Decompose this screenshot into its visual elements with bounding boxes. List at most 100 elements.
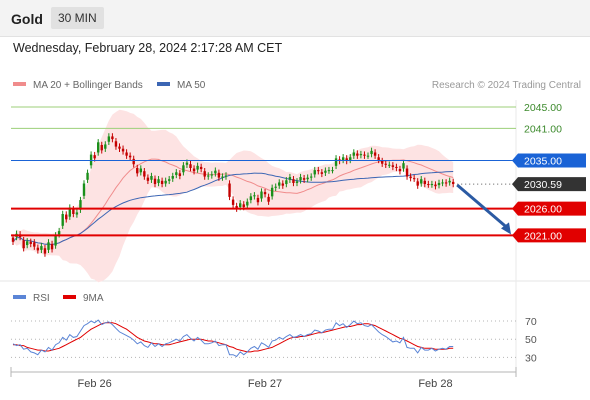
candle-body: [427, 184, 430, 186]
candle-body: [363, 154, 366, 156]
candle-body: [114, 141, 118, 147]
candle-body: [189, 164, 192, 168]
current-price-tag: [512, 177, 586, 192]
candle-body: [352, 152, 355, 156]
candle-body: [452, 181, 455, 185]
candle-body: [345, 158, 348, 162]
candle-body: [285, 180, 288, 185]
candle-body: [405, 168, 409, 177]
candle-body: [50, 243, 54, 250]
candle-body: [310, 176, 313, 178]
candle-body: [26, 241, 29, 246]
candle-body: [324, 170, 327, 173]
candle-body: [317, 170, 320, 172]
projection-arrowhead: [501, 222, 511, 235]
candle-body: [40, 246, 43, 250]
candle-body: [125, 152, 128, 156]
candle-body: [274, 186, 277, 188]
candle-body: [295, 181, 299, 183]
candle-body: [331, 170, 334, 172]
candle-body: [430, 184, 434, 186]
candle-body: [89, 154, 93, 166]
candle-body: [263, 192, 267, 195]
legend-ma20: MA 20 + Bollinger Bands: [13, 80, 143, 91]
legend-rsi-label: RSI: [33, 293, 50, 304]
candle-body: [242, 204, 245, 208]
candle-body: [107, 136, 111, 142]
candle-body: [86, 172, 89, 180]
candle-body: [132, 158, 135, 165]
candle-body: [434, 184, 437, 187]
candle-body: [54, 235, 57, 246]
support-level-tag: [512, 201, 586, 216]
ma50-swatch: [157, 82, 170, 87]
candle-body: [420, 179, 423, 184]
legend-ma20-label: MA 20 + Bollinger Bands: [33, 80, 143, 91]
candle-body: [171, 176, 174, 179]
resistance-level-label: 2045.00: [524, 102, 562, 114]
candle-body: [341, 157, 345, 160]
header-bar: Gold 30 MIN: [0, 0, 590, 37]
candle-body: [292, 179, 295, 183]
candle-body: [349, 157, 352, 160]
candle-body: [199, 166, 203, 170]
candle-body: [235, 205, 238, 209]
chart-datetime: Wednesday, February 28, 2024 2:17:28 AM …: [13, 41, 283, 55]
candle-body: [402, 163, 405, 169]
candle-body: [160, 180, 164, 185]
candle-body: [22, 240, 25, 249]
credit-text: Research © 2024 Trading Central: [431, 80, 581, 91]
candle-body: [210, 174, 213, 176]
candle-body: [320, 172, 324, 174]
timeframe-button[interactable]: 30 MIN: [51, 7, 104, 29]
candle-body: [302, 178, 306, 180]
candle-body: [36, 247, 40, 251]
candle-body: [288, 177, 292, 180]
candle-body: [370, 150, 373, 155]
rsi-ma-swatch: [63, 295, 76, 300]
candle-body: [72, 209, 75, 214]
candle-body: [47, 242, 50, 250]
candle-body: [68, 207, 71, 217]
x-tick-label: Feb 28: [418, 378, 452, 390]
candle-body: [79, 200, 82, 210]
candle-body: [359, 154, 363, 156]
candle-body: [203, 171, 206, 177]
projection-arrow: [456, 183, 509, 230]
legend-rsi: RSI: [13, 293, 50, 304]
candle-body: [256, 197, 260, 203]
candle-body: [224, 175, 228, 177]
candle-body: [196, 165, 199, 170]
candle-body: [278, 182, 281, 186]
candle-body: [260, 191, 263, 199]
pivot-level-label: 2035.00: [524, 156, 562, 168]
candle-body: [139, 168, 142, 173]
legend-rsi-ma-label: 9MA: [83, 293, 104, 304]
candle-body: [313, 170, 316, 175]
legend-ma50-label: MA 50: [177, 80, 206, 91]
candle-body: [416, 181, 419, 186]
candle-body: [43, 248, 47, 254]
candle-body: [153, 178, 157, 185]
rsi-tick-label: 30: [525, 352, 537, 364]
candle-body: [281, 183, 284, 186]
candle-body: [381, 161, 384, 164]
x-tick-label: Feb 26: [78, 378, 112, 390]
candle-body: [192, 168, 196, 172]
candle-body: [65, 214, 68, 220]
candle-body: [121, 148, 125, 152]
candle-body: [409, 176, 412, 179]
ma20-swatch: [13, 82, 26, 87]
candle-body: [246, 201, 249, 206]
candles: [11, 133, 455, 257]
resistance-level-label: 2041.00: [524, 123, 562, 135]
legend-rsi-ma: 9MA: [63, 293, 104, 304]
candle-body: [377, 157, 380, 160]
candle-body: [423, 180, 426, 185]
rsi-swatch: [13, 295, 26, 300]
candle-body: [412, 178, 416, 180]
support-level-label: 2021.00: [524, 230, 562, 242]
candle-body: [111, 136, 114, 140]
candle-body: [185, 162, 189, 165]
